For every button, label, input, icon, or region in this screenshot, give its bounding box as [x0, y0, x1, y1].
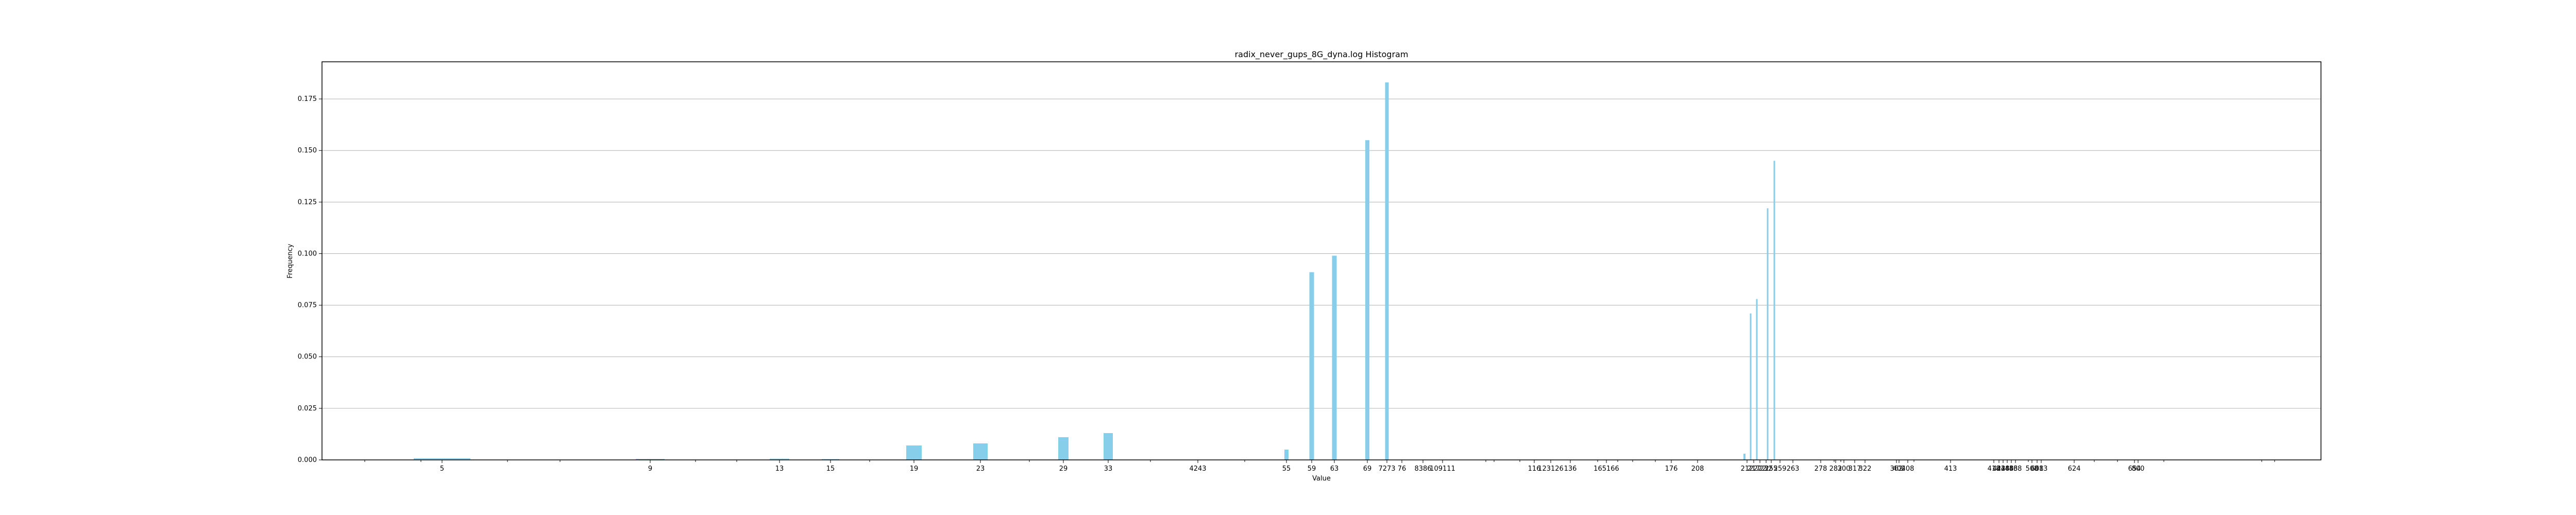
- x-tick-label: 212: [1741, 465, 1754, 473]
- x-axis-ticks: 5 9 13 15 19 23 29 33 4243 55 59 63 69 7273 76 83861091…: [364, 460, 2275, 473]
- x-tick-label: 418: [1988, 465, 2001, 473]
- x-tick-label: 116: [1528, 465, 1541, 473]
- x-tick-label: 263: [1787, 465, 1800, 473]
- x-tick-label: 413: [1944, 465, 1957, 473]
- y-tick-label: 0.175: [298, 95, 317, 103]
- histogram-bar: [1104, 433, 1113, 460]
- histogram-bar: [414, 458, 470, 460]
- histogram-bar: [1385, 82, 1389, 460]
- x-tick-label: 800: [2132, 465, 2145, 473]
- x-tick-label: 29: [1059, 465, 1068, 473]
- x-tick-label: 123126: [1538, 465, 1564, 473]
- x-tick-label: 453: [2005, 465, 2018, 473]
- x-tick-label: 624: [2068, 465, 2081, 473]
- histogram-bar: [822, 459, 839, 460]
- x-tick-label: 613: [2035, 465, 2048, 473]
- x-tick-label: 63: [1330, 465, 1339, 473]
- x-tick-label: 109111: [1430, 465, 1455, 473]
- histogram-bar: [1365, 140, 1369, 460]
- y-gridlines: [322, 98, 2321, 460]
- x-tick-label: 468: [2009, 465, 2022, 473]
- x-tick-label: 654: [2128, 465, 2141, 473]
- x-tick-label: 255: [1765, 465, 1778, 473]
- histogram-bar: [1743, 453, 1745, 460]
- x-tick-label: 423: [1993, 465, 2006, 473]
- y-tick-label: 0.050: [298, 353, 317, 361]
- x-tick-label: 33: [1104, 465, 1113, 473]
- x-tick-label: 232: [1760, 465, 1773, 473]
- x-tick-label: 7273: [1378, 465, 1395, 473]
- x-tick-label: 282: [1829, 465, 1842, 473]
- plot-frame: [321, 61, 2321, 460]
- x-tick-label: 259: [1774, 465, 1787, 473]
- x-tick-label: 69: [1363, 465, 1372, 473]
- x-tick-label: 176: [1665, 465, 1678, 473]
- x-tick-label: 76: [1398, 465, 1406, 473]
- y-tick-label: 0.000: [298, 456, 317, 464]
- x-tick-label: 362: [1890, 465, 1903, 473]
- y-tick-label: 0.125: [298, 198, 317, 206]
- y-axis-label: Frequency: [286, 244, 294, 278]
- y-tick-label: 0.075: [298, 302, 317, 310]
- x-tick-label: 4243: [1189, 465, 1206, 473]
- chart-title: radix_never_gups_8G_dyna.log Histogram: [1235, 49, 1409, 60]
- x-tick-label: 136: [1564, 465, 1577, 473]
- y-tick-label: 0.150: [298, 147, 317, 154]
- x-tick-label: 448: [2001, 465, 2014, 473]
- x-tick-label: 428: [1997, 465, 2010, 473]
- histogram-bar: [1767, 208, 1769, 460]
- histogram-bar: [1058, 437, 1069, 460]
- y-tick-label: 0.025: [298, 405, 317, 413]
- histogram-bar: [1756, 299, 1758, 460]
- x-tick-label: 8386: [1414, 465, 1431, 473]
- x-tick-label: 165166: [1594, 465, 1619, 473]
- x-axis-label: Value: [1312, 475, 1331, 483]
- histogram-bar: [1332, 255, 1337, 460]
- x-tick-label: 5: [440, 465, 444, 473]
- x-tick-label: 300: [1838, 465, 1851, 473]
- x-tick-label: 408: [1902, 465, 1914, 473]
- histogram-bar: [973, 443, 988, 460]
- x-tick-label: 317: [1849, 465, 1861, 473]
- histogram-bar: [636, 458, 665, 460]
- x-tick-label: 59: [1308, 465, 1316, 473]
- histogram-bars: [414, 82, 1775, 460]
- x-tick-label: 402: [1893, 465, 1906, 473]
- x-tick-label: 508: [2026, 465, 2039, 473]
- histogram-bar: [1750, 313, 1752, 460]
- x-tick-label: 322: [1859, 465, 1872, 473]
- y-tick-label: 0.100: [298, 250, 317, 258]
- x-tick-label: 222: [1754, 465, 1767, 473]
- y-axis-ticks: 0.000 0.025 0.050 0.075 0.100 0.125 0.150 0.175: [298, 95, 322, 464]
- histogram-bar: [770, 458, 789, 460]
- x-tick-label: 15: [826, 465, 835, 473]
- x-tick-label: 13: [775, 465, 784, 473]
- x-tick-label: 608: [2031, 465, 2044, 473]
- x-tick-label: 19: [910, 465, 919, 473]
- histogram-bar: [906, 445, 922, 460]
- x-tick-label: 55: [1282, 465, 1291, 473]
- x-tick-label: 208: [1691, 465, 1704, 473]
- x-tick-label: 9: [648, 465, 652, 473]
- x-tick-label: 217: [1748, 465, 1760, 473]
- histogram-bar: [1284, 449, 1289, 460]
- x-tick-label: 278: [1815, 465, 1827, 473]
- histogram-bar: [1309, 272, 1314, 460]
- x-tick-label: 23: [976, 465, 985, 473]
- histogram-bar: [1773, 161, 1775, 460]
